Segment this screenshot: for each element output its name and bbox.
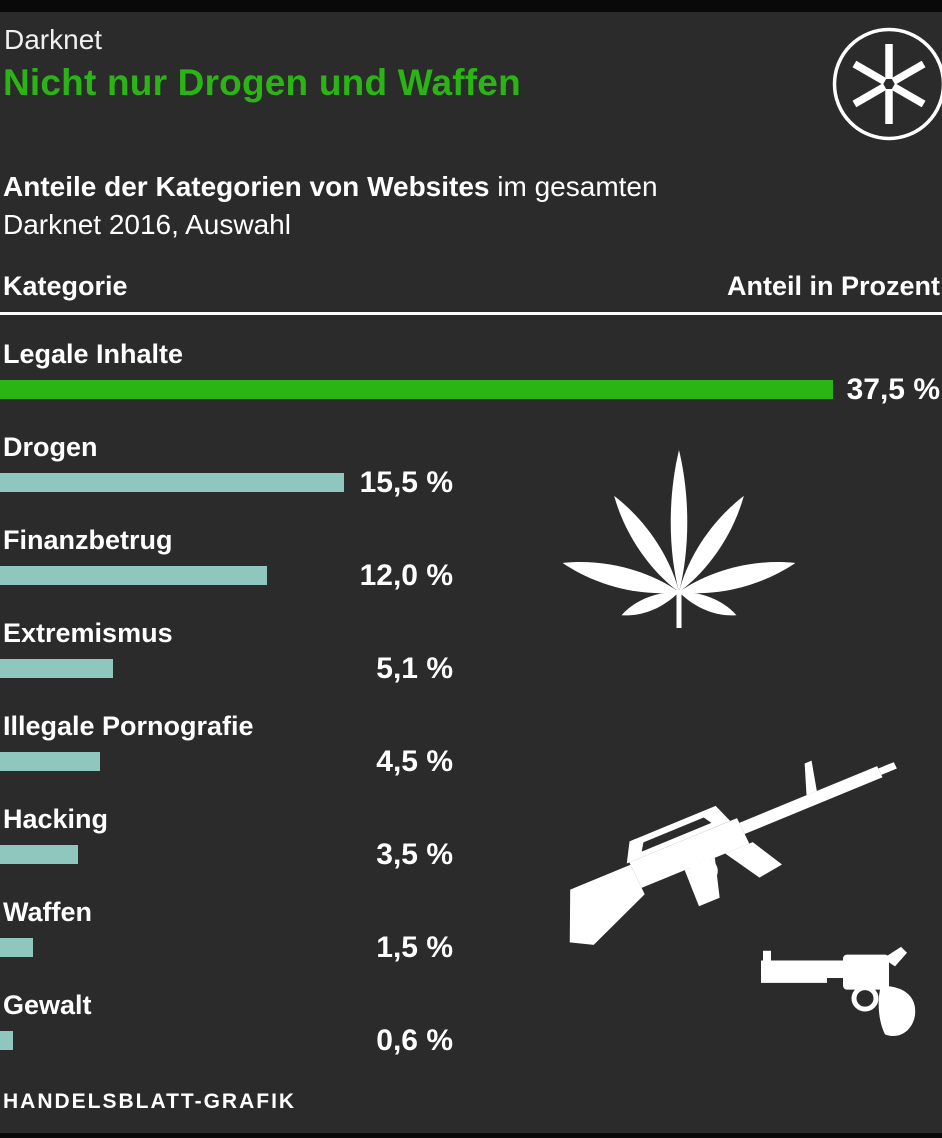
chart-row: Finanzbetrug 12,0 %: [0, 526, 942, 619]
column-header-percent: Anteil in Prozent: [726, 271, 940, 301]
top-edge-strip: [0, 0, 942, 12]
kicker: Darknet: [4, 24, 103, 55]
chart-row: Hacking 3,5 %: [0, 805, 942, 898]
source-credit: HANDELSBLATT-GRAFIK: [3, 1090, 297, 1113]
chart-row: Gewalt 0,6 %: [0, 991, 942, 1084]
bar: [0, 1031, 13, 1050]
rifle-icon: [522, 752, 918, 970]
value-label: 12,0 %: [359, 558, 453, 592]
bar: [0, 659, 113, 678]
bar: [0, 473, 344, 492]
column-header-category: Kategorie: [3, 271, 128, 301]
chart-row: Waffen 1,5 %: [0, 898, 942, 991]
value-label: 5,1 %: [376, 651, 453, 685]
category-label: Extremismus: [3, 618, 173, 648]
asterisk-logo-icon: [823, 18, 942, 150]
chart-row: Legale Inhalte 37,5 %: [0, 340, 942, 433]
bar-chart: Legale Inhalte 37,5 % Drogen 15,5 % Fina…: [0, 340, 942, 1084]
value-label: 15,5 %: [359, 465, 453, 499]
bar: [0, 752, 100, 771]
chart-title: Nicht nur Drogen und Waffen: [3, 62, 521, 103]
subtitle-line2: Darknet 2016, Auswahl: [3, 209, 291, 240]
chart-row: Extremismus 5,1 %: [0, 619, 942, 712]
subtitle-bold: Anteile der Kategorien von Websites: [3, 171, 490, 202]
value-label: 4,5 %: [376, 744, 453, 778]
category-label: Illegale Pornografie: [3, 711, 254, 741]
bar: [0, 380, 833, 399]
value-label: 3,5 %: [376, 837, 453, 871]
revolver-icon: [755, 943, 935, 1045]
cannabis-leaf-icon: [563, 442, 795, 630]
category-label: Gewalt: [3, 990, 92, 1020]
value-label: 1,5 %: [376, 930, 453, 964]
chart-row: Drogen 15,5 %: [0, 433, 942, 526]
category-label: Waffen: [3, 897, 92, 927]
category-label: Legale Inhalte: [3, 339, 184, 369]
chart-subtitle: Anteile der Kategorien von Websites im g…: [3, 168, 942, 244]
table-header: Kategorie Anteil in Prozent: [3, 271, 940, 302]
value-label: 0,6 %: [376, 1023, 453, 1057]
bar: [0, 845, 78, 864]
category-label: Drogen: [3, 432, 98, 462]
bottom-edge-strip: [0, 1133, 942, 1138]
category-label: Hacking: [3, 804, 109, 834]
bar: [0, 566, 267, 585]
bar: [0, 938, 33, 957]
category-label: Finanzbetrug: [3, 525, 173, 555]
header-divider: [0, 312, 942, 315]
subtitle-regular: im gesamten: [489, 171, 658, 202]
chart-row: Illegale Pornografie 4,5 %: [0, 712, 942, 805]
value-label: 37,5 %: [846, 372, 940, 406]
